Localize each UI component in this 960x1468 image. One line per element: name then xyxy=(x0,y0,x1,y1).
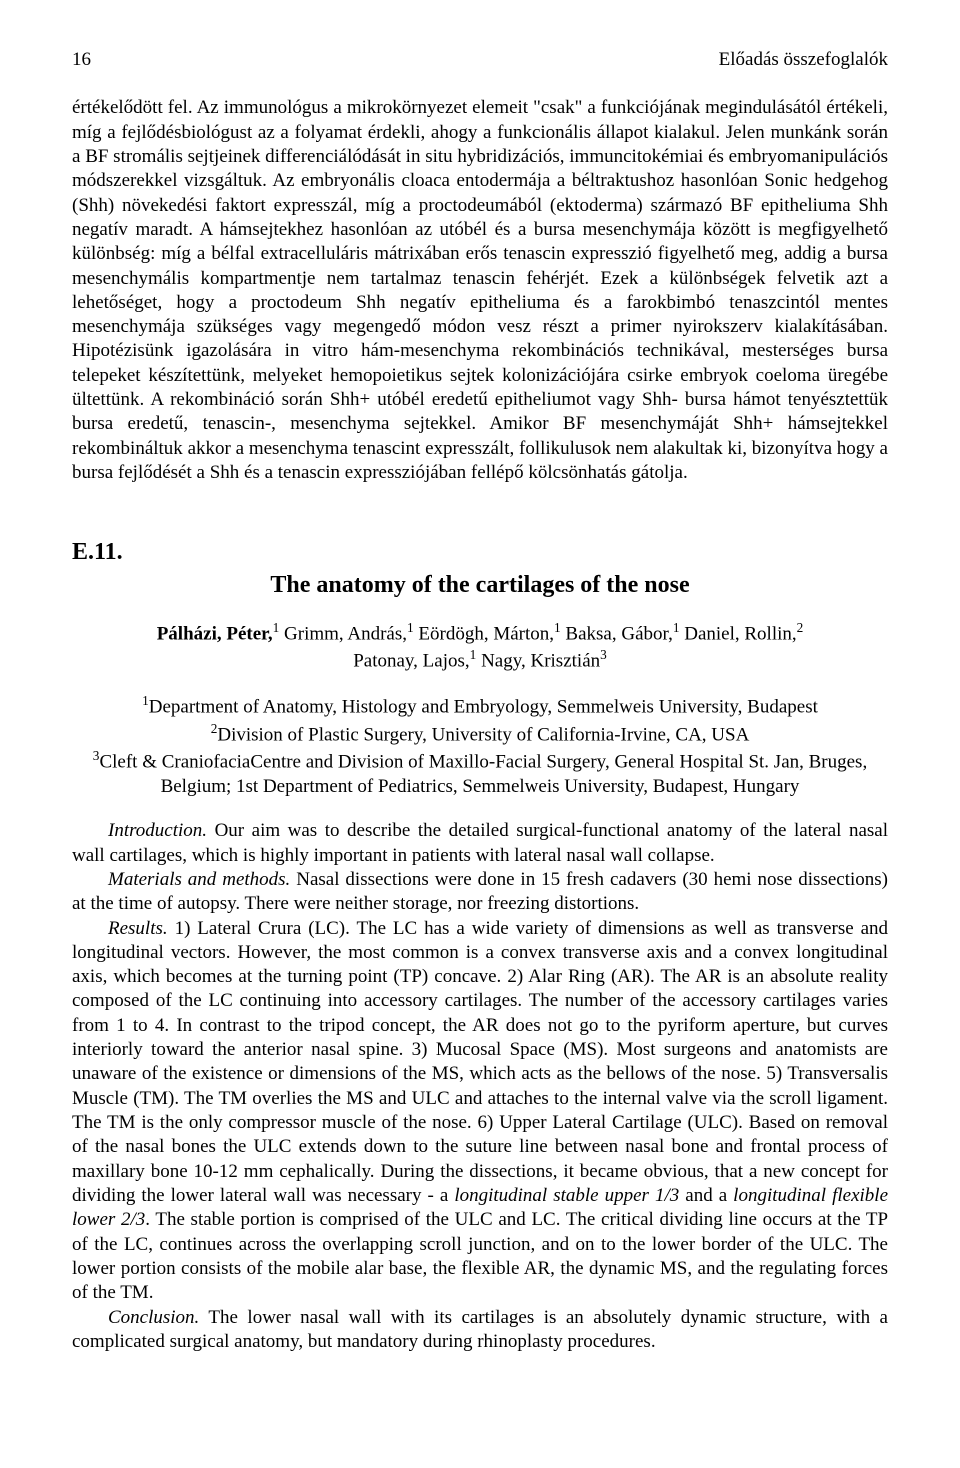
continued-paragraph: értékelődött fel. Az immunológus a mikro… xyxy=(72,96,888,485)
abstract-title: The anatomy of the cartilages of the nos… xyxy=(72,570,888,601)
affiliation-1: 1Department of Anatomy, Histology and Em… xyxy=(72,692,888,720)
affiliations: 1Department of Anatomy, Histology and Em… xyxy=(72,692,888,799)
abstract-paragraph: Results. 1) Lateral Crura (LC). The LC h… xyxy=(72,917,888,1306)
authors: Pálházi, Péter,1 Grimm, András,1 Eördögh… xyxy=(72,619,888,674)
abstract-block: E.11. The anatomy of the cartilages of t… xyxy=(72,537,888,1354)
authors-line-2: Patonay, Lajos,1 Nagy, Krisztián3 xyxy=(72,646,888,674)
affiliation-3: 3Cleft & CraniofaciaCentre and Division … xyxy=(72,747,888,799)
running-title: Előadás összefoglalók xyxy=(719,48,888,72)
affiliation-2: 2Division of Plastic Surgery, University… xyxy=(72,720,888,748)
abstract-paragraph: Materials and methods. Nasal dissections… xyxy=(72,868,888,917)
abstract-paragraph: Introduction. Our aim was to describe th… xyxy=(72,819,888,868)
authors-line-1: Pálházi, Péter,1 Grimm, András,1 Eördögh… xyxy=(72,619,888,647)
page-number: 16 xyxy=(72,48,91,72)
abstract-body: Introduction. Our aim was to describe th… xyxy=(72,819,888,1354)
body-text-content: értékelődött fel. Az immunológus a mikro… xyxy=(72,97,888,483)
abstract-id: E.11. xyxy=(72,537,888,568)
abstract-paragraph: Conclusion. The lower nasal wall with it… xyxy=(72,1306,888,1355)
page-header: 16 Előadás összefoglalók xyxy=(72,48,888,72)
